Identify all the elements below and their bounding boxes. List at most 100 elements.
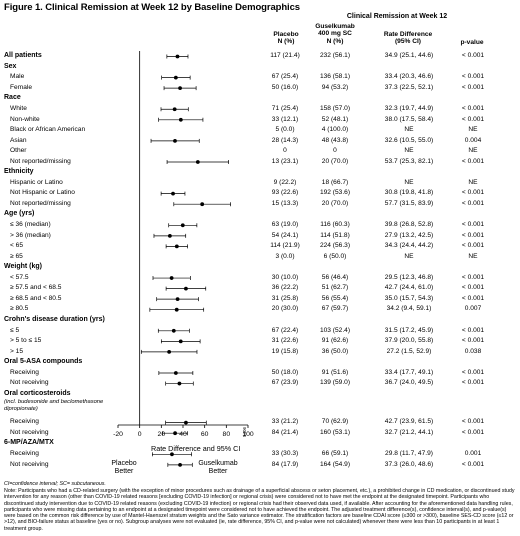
table-row: Receiving 33 (21.2) 70 (62.9) 42.7 (23.9, 6…: [0, 417, 520, 428]
row-label: Ethnicity: [4, 168, 34, 176]
rate-difference-cell: 29.5 (12.3, 46.8): [384, 273, 434, 281]
section-row: Race: [0, 93, 520, 104]
point-estimate: [175, 297, 180, 302]
point-estimate: [184, 286, 188, 291]
guselkumab-cell: 160 (53.1): [319, 428, 351, 436]
placebo-cell: 30 (10.0): [271, 273, 299, 281]
row-label: > 15: [10, 347, 24, 355]
row-label: Sex: [4, 62, 17, 70]
row-label: ≥ 80.5: [10, 305, 29, 313]
table-row: ≥ 80.5 20 (30.0) 67 (59.7) 34.2 (9.4, 59.1)…: [0, 304, 520, 315]
row-label: White: [10, 104, 27, 112]
header-gus-line2: 400 mg SC: [318, 30, 352, 38]
table-row: ≥ 57.5 and < 68.5 36 (22.2) 51 (62.7) 42.7 …: [0, 283, 520, 294]
placebo-cell: 33 (21.2): [271, 418, 299, 426]
footnote-abbr: CI=confidence interval; SC= subcutaneous…: [4, 481, 516, 487]
rate-difference-cell: 32.7 (21.2, 44.1): [384, 428, 434, 436]
header-group: Clinical Remission at Week 12: [346, 13, 448, 20]
pvalue-cell: < 0.001: [461, 104, 485, 112]
section-row: Sex: [0, 62, 520, 73]
placebo-cell: 9 (22.2): [273, 178, 297, 186]
guselkumab-cell: 139 (59.0): [319, 379, 351, 387]
table-row: Female 50 (16.0) 94 (53.2) 37.3 (22.5, 52.1…: [0, 83, 520, 94]
footnote-text: Note: Participants who had a CD-related …: [4, 488, 515, 532]
table-row: Other 0 0 NE NE: [0, 146, 520, 157]
rate-difference-cell: 29.8 (11.7, 47.9): [385, 450, 433, 458]
pvalue-cell: < 0.001: [461, 379, 485, 387]
placebo-cell: 28 (14.3): [271, 136, 299, 144]
table-row: Not reported/missing 15 (13.3) 20 (70.0) 57…: [0, 199, 520, 210]
pvalue-cell: < 0.001: [461, 326, 485, 334]
point-estimate: [178, 86, 182, 91]
x-tick-label: 40: [179, 431, 187, 438]
pvalue-cell: < 0.001: [461, 221, 485, 229]
placebo-better-label: Placebo Better: [111, 460, 137, 475]
header-rd-line2: (95% CI): [394, 38, 421, 46]
point-estimate: [174, 244, 179, 249]
x-tick-label: 0: [138, 431, 142, 438]
row-label: Race: [4, 94, 21, 102]
guselkumab-cell: 66 (59.1): [321, 450, 349, 458]
rate-difference-cell: 35.0 (15.7, 54.3): [384, 294, 434, 302]
x-tick-label: 100: [242, 431, 254, 438]
table-row: Not reported/missing 13 (23.1) 20 (70.0) 53…: [0, 157, 520, 168]
placebo-cell: 19 (15.8): [271, 347, 299, 355]
point-estimate: [173, 371, 178, 375]
guselkumab-cell: 48 (43.8): [321, 136, 349, 144]
pvalue-cell: < 0.001: [461, 157, 485, 165]
placebo-cell: 117 (21.4): [270, 52, 300, 60]
rate-difference-cell: 33.4 (20.3, 46.6): [384, 73, 434, 81]
table-row: White 71 (25.4) 158 (57.0) 32.3 (19.7, 44.9…: [0, 104, 520, 115]
rate-difference-cell: 42.7 (24.4, 61.0): [384, 284, 434, 292]
point-estimate: [167, 233, 172, 238]
row-label: ≤ 36 (median): [10, 221, 51, 229]
point-estimate: [180, 223, 185, 228]
pvalue-cell: NE: [468, 252, 478, 260]
row-label: Weight (kg): [4, 263, 42, 271]
row-label: Receiving: [10, 418, 39, 426]
guselkumab-better-label: Guselkumab Better: [198, 460, 238, 475]
row-label: Female: [10, 83, 32, 91]
point-estimate: [195, 160, 200, 164]
pvalue-cell: < 0.001: [461, 73, 485, 81]
placebo-cell: 0: [283, 147, 287, 155]
pvalue-cell: < 0.001: [461, 460, 485, 468]
table-row: Black or African American 5 (0.0) 4 (100.0…: [0, 125, 520, 136]
pvalue-cell: 0.004: [464, 136, 482, 144]
row-label: Not reported/missing: [10, 157, 71, 165]
header-placebo: Placebo N (%): [264, 31, 308, 46]
placebo-cell: 71 (25.4): [271, 104, 299, 112]
section-row: All patients 117 (21.4) 232 (56.1) 34.9 (25…: [0, 51, 520, 62]
table-row: Hispanic or Latino 9 (22.2) 18 (66.7) NE NE: [0, 178, 520, 189]
header-pvalue: p-value: [460, 39, 484, 46]
pvalue-cell: < 0.001: [461, 294, 485, 302]
point-estimate: [172, 107, 177, 112]
pvalue-cell: < 0.001: [461, 231, 485, 239]
guselkumab-cell: 67 (59.7): [321, 305, 349, 313]
rate-difference-cell: 38.0 (17.5, 58.4): [384, 115, 434, 123]
pvalue-cell: < 0.001: [461, 284, 485, 292]
guselkumab-cell: 91 (51.6): [321, 368, 349, 376]
section-row: Oral corticosteroids: [0, 389, 520, 400]
placebo-cell: 54 (24.1): [271, 231, 299, 239]
row-label: Receiving: [10, 368, 39, 376]
table-row: Not receiving 67 (23.9) 139 (59.0) 36.7 (24…: [0, 378, 520, 389]
placebo-cell: 50 (16.0): [271, 83, 299, 91]
pvalue-cell: < 0.001: [461, 52, 485, 60]
row-label: Hispanic or Latino: [10, 178, 63, 186]
rate-difference-cell: 42.7 (23.9, 61.5): [384, 418, 434, 426]
row-label: All patients: [4, 52, 42, 60]
placebo-cell: 36 (22.2): [271, 284, 299, 292]
placebo-cell: 50 (18.0): [271, 368, 299, 376]
pvalue-cell: < 0.001: [461, 337, 485, 345]
table-row: Non-white 33 (12.1) 52 (48.1) 38.0 (17.5, 5…: [0, 115, 520, 126]
rate-difference-cell: 34.2 (9.4, 59.1): [386, 305, 432, 313]
table-row: ≤ 5 67 (22.4) 103 (52.4) 31.5 (17.2, 45.9) <…: [0, 326, 520, 337]
point-estimate: [178, 462, 182, 467]
rate-difference-cell: 27.2 (1.5, 52.9): [386, 347, 432, 355]
point-estimate: [167, 350, 172, 354]
table-row: ≥ 65 3 (0.0) 6 (50.0) NE NE: [0, 252, 520, 263]
rate-difference-cell: NE: [404, 178, 414, 186]
table-row: ≤ 36 (median) 63 (19.0) 116 (60.3) 39.8 (26…: [0, 220, 520, 231]
